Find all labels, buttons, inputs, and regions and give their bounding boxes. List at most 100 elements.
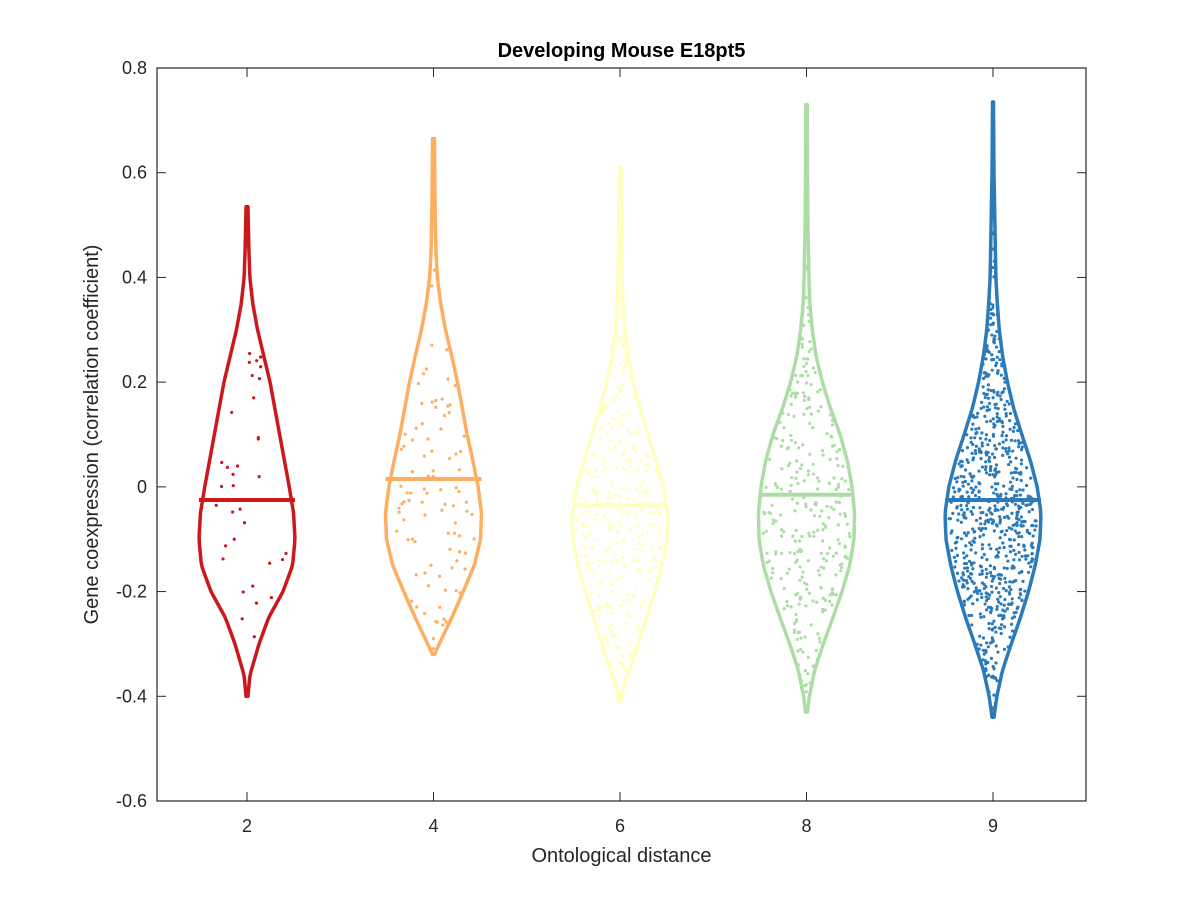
data-point	[984, 437, 988, 441]
data-point	[618, 646, 622, 650]
data-point	[988, 419, 993, 423]
data-point	[800, 342, 804, 346]
data-point	[1009, 587, 1013, 592]
data-point	[632, 498, 636, 502]
data-point	[986, 383, 990, 387]
data-point	[794, 476, 798, 480]
data-point	[796, 550, 800, 554]
data-point	[986, 645, 990, 649]
data-point	[247, 360, 251, 364]
data-point	[979, 615, 983, 619]
data-point	[984, 393, 988, 397]
data-point	[977, 469, 981, 473]
data-point	[625, 509, 629, 514]
data-point	[619, 525, 624, 529]
data-point	[840, 477, 844, 481]
data-point	[811, 426, 815, 430]
violin-outline-9	[943, 100, 1043, 719]
data-point	[978, 572, 982, 576]
data-point	[834, 573, 838, 577]
data-point	[454, 589, 458, 593]
data-point	[809, 623, 813, 627]
data-point	[616, 409, 621, 413]
data-point	[646, 531, 650, 535]
data-point	[1023, 589, 1027, 593]
data-point	[791, 534, 795, 538]
data-point	[585, 535, 589, 539]
data-point	[1020, 445, 1024, 449]
data-point	[593, 518, 597, 522]
data-point	[604, 549, 609, 554]
data-point	[992, 565, 996, 570]
data-point	[582, 534, 586, 538]
data-point	[1010, 629, 1015, 633]
data-point	[591, 487, 595, 491]
data-point	[1009, 438, 1014, 442]
data-point	[442, 414, 447, 418]
data-point	[787, 567, 791, 571]
data-point	[796, 481, 800, 486]
data-point	[1033, 528, 1037, 532]
data-point	[235, 464, 240, 468]
data-point	[611, 559, 615, 563]
data-point	[983, 414, 987, 418]
data-point	[407, 498, 411, 503]
data-point	[997, 470, 1001, 474]
data-point	[998, 518, 1003, 522]
data-point	[636, 427, 641, 431]
data-point	[987, 627, 991, 631]
data-point	[431, 637, 435, 641]
data-point	[1004, 580, 1008, 584]
data-point	[986, 520, 991, 524]
data-point	[442, 617, 446, 621]
data-point	[991, 322, 995, 326]
data-point	[995, 412, 999, 416]
data-point	[782, 587, 786, 591]
data-point	[836, 485, 840, 489]
data-point	[825, 504, 829, 509]
data-point	[966, 531, 970, 535]
data-point	[409, 491, 413, 495]
data-point	[974, 431, 978, 436]
data-point	[806, 655, 810, 659]
data-point	[821, 528, 825, 532]
data-point	[223, 544, 228, 548]
data-point	[628, 650, 632, 654]
data-point	[441, 623, 445, 627]
data-point	[807, 591, 811, 595]
data-point	[1015, 494, 1019, 498]
data-point	[618, 389, 622, 393]
data-point	[1029, 565, 1033, 569]
data-point	[640, 509, 644, 513]
data-point	[399, 484, 403, 488]
data-point	[973, 493, 978, 498]
data-point	[616, 530, 620, 534]
data-point	[954, 546, 958, 550]
data-point	[974, 586, 978, 590]
data-point	[621, 418, 625, 422]
data-point	[770, 571, 775, 575]
data-point	[984, 433, 988, 437]
data-point	[818, 573, 822, 577]
data-point	[997, 600, 1001, 604]
data-point	[1024, 483, 1029, 488]
data-point	[832, 476, 836, 480]
data-point	[430, 449, 434, 453]
data-point	[994, 661, 998, 665]
data-point	[983, 602, 987, 606]
data-point	[974, 551, 978, 555]
data-point	[637, 535, 641, 539]
data-point	[1008, 538, 1012, 542]
data-point	[969, 509, 973, 514]
data-point	[994, 507, 998, 511]
data-point	[634, 450, 638, 454]
data-point	[991, 473, 995, 477]
data-point	[831, 554, 835, 558]
data-point	[1012, 425, 1016, 430]
data-point	[635, 524, 640, 528]
data-point	[609, 630, 613, 634]
data-point	[811, 462, 815, 466]
data-point	[1003, 576, 1007, 580]
data-point	[989, 584, 994, 589]
data-point	[979, 457, 983, 461]
